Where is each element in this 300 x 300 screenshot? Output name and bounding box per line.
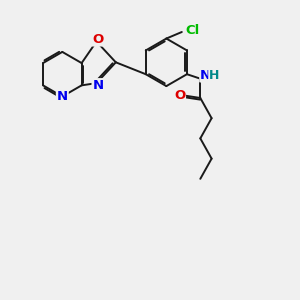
Text: N: N (200, 69, 211, 82)
Text: N: N (57, 90, 68, 103)
Text: H: H (209, 69, 220, 82)
Text: N: N (92, 79, 104, 92)
Text: Cl: Cl (185, 24, 199, 37)
Text: O: O (92, 33, 104, 46)
Text: O: O (174, 88, 185, 101)
